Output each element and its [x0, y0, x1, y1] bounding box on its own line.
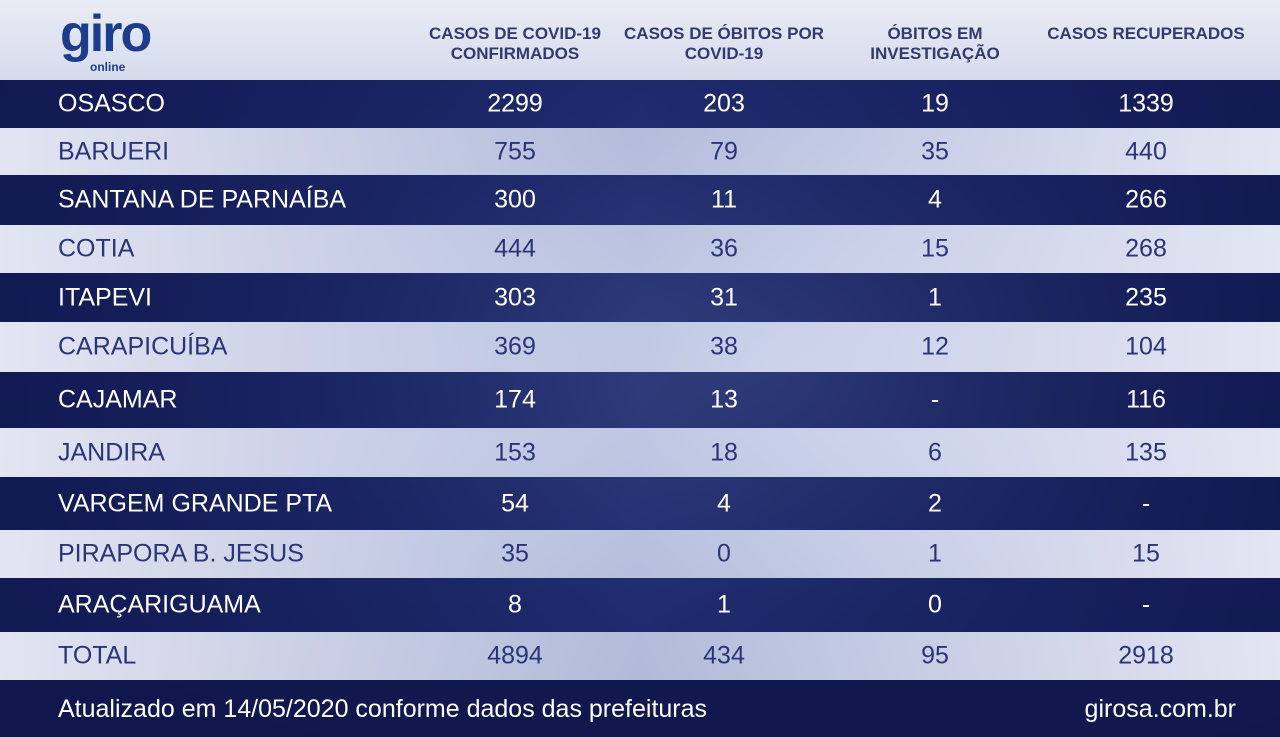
table-row: SANTANA DE PARNAÍBA 300 11 4 266	[0, 175, 1280, 225]
cell-value: 444	[494, 234, 536, 263]
cell-value: 268	[1125, 234, 1167, 263]
city: BARUERI	[58, 137, 170, 165]
cell-value: 11	[711, 185, 737, 214]
cell-value: 369	[494, 332, 536, 361]
cell-value: 440	[1125, 137, 1167, 165]
cell-value: 36	[710, 234, 738, 263]
cell-value: 2	[928, 489, 942, 517]
header: giro online CASOS DE COVID-19 CONFIRMADO…	[0, 0, 1280, 80]
cell-value: 2918	[1118, 641, 1174, 670]
cell-value: 104	[1125, 332, 1167, 361]
city: OSASCO	[58, 89, 165, 118]
table-row: CARAPICUÍBA 369 38 12 104	[0, 322, 1280, 372]
table-row: BARUERI 755 79 35 440	[0, 128, 1280, 175]
column-header: CASOS DE COVID-19 CONFIRMADOS	[429, 24, 601, 63]
logo: giro online	[60, 5, 152, 74]
table-row: TOTAL 4894 434 95 2918	[0, 632, 1280, 680]
table-row: ARAÇARIGUAMA 8 1 0 -	[0, 578, 1280, 632]
cell-value: 15	[921, 234, 949, 263]
table-row: COTIA 444 36 15 268	[0, 225, 1280, 273]
logo-sub: online	[90, 60, 126, 74]
cell-value: 31	[710, 283, 738, 311]
cell-value: 15	[1132, 539, 1160, 568]
cell-value: 300	[494, 185, 536, 214]
cell-value: 8	[508, 590, 522, 619]
city: SANTANA DE PARNAÍBA	[58, 185, 347, 214]
table-row: VARGEM GRANDE PTA 54 4 2 -	[0, 477, 1280, 530]
cell-value: 2299	[487, 89, 543, 118]
table-row: CAJAMAR 174 13 - 116	[0, 372, 1280, 428]
column-header: CASOS DE ÓBITOS POR COVID-19	[624, 24, 824, 63]
cell-value: 4	[928, 185, 942, 214]
cell-value: 95	[921, 641, 949, 670]
cell-value: -	[1141, 489, 1151, 517]
cell-value: -	[1141, 590, 1151, 619]
city: TOTAL	[58, 641, 137, 670]
cell-value: 4894	[487, 641, 543, 670]
footer-site: girosa.com.br	[1084, 695, 1236, 723]
city: CARAPICUÍBA	[58, 332, 228, 361]
column-header: ÓBITOS EM INVESTIGAÇÃO	[870, 24, 1000, 63]
city: ITAPEVI	[58, 283, 153, 311]
footer: Atualizado em 14/05/2020 conforme dados …	[0, 680, 1280, 737]
cell-value: 235	[1125, 283, 1167, 311]
cell-value: 4	[717, 489, 731, 517]
cell-value: 35	[501, 539, 529, 568]
cell-value: 6	[928, 438, 942, 466]
cell-value: 18	[710, 438, 738, 466]
city: JANDIRA	[58, 438, 165, 466]
footer-note: Atualizado em 14/05/2020 conforme dados …	[58, 695, 708, 723]
cell-value: 0	[928, 590, 942, 619]
city: ARAÇARIGUAMA	[58, 590, 261, 619]
cell-value: -	[930, 385, 940, 414]
cell-value: 266	[1125, 185, 1167, 214]
cell-value: 303	[494, 283, 536, 311]
cell-value: 54	[501, 489, 529, 517]
cell-value: 1	[928, 283, 942, 311]
cell-value: 116	[1126, 385, 1166, 414]
logo-name: giro	[60, 5, 152, 63]
cell-value: 35	[921, 137, 949, 165]
cell-value: 135	[1125, 438, 1167, 466]
cell-value: 79	[710, 137, 738, 165]
cell-value: 755	[494, 137, 536, 165]
cell-value: 19	[921, 89, 949, 118]
cell-value: 1	[717, 590, 731, 619]
city: CAJAMAR	[58, 385, 178, 414]
column-header: CASOS RECUPERADOS	[1047, 24, 1245, 43]
cell-value: 174	[494, 385, 536, 414]
cell-value: 1	[928, 539, 942, 568]
cell-value: 1339	[1118, 89, 1174, 118]
city: COTIA	[58, 234, 135, 263]
table-row: PIRAPORA B. JESUS 35 0 1 15	[0, 530, 1280, 578]
table-row: ITAPEVI 303 31 1 235	[0, 273, 1280, 322]
cell-value: 12	[921, 332, 949, 361]
cell-value: 38	[710, 332, 738, 361]
cell-value: 13	[710, 385, 738, 414]
cell-value: 203	[703, 89, 745, 118]
city: PIRAPORA B. JESUS	[58, 539, 304, 568]
table-row: JANDIRA 153 18 6 135	[0, 428, 1280, 477]
table-row: OSASCO 2299 203 19 1339	[0, 80, 1280, 128]
cell-value: 434	[703, 641, 745, 670]
city: VARGEM GRANDE PTA	[58, 489, 333, 517]
cell-value: 153	[494, 438, 536, 466]
cell-value: 0	[717, 539, 731, 568]
